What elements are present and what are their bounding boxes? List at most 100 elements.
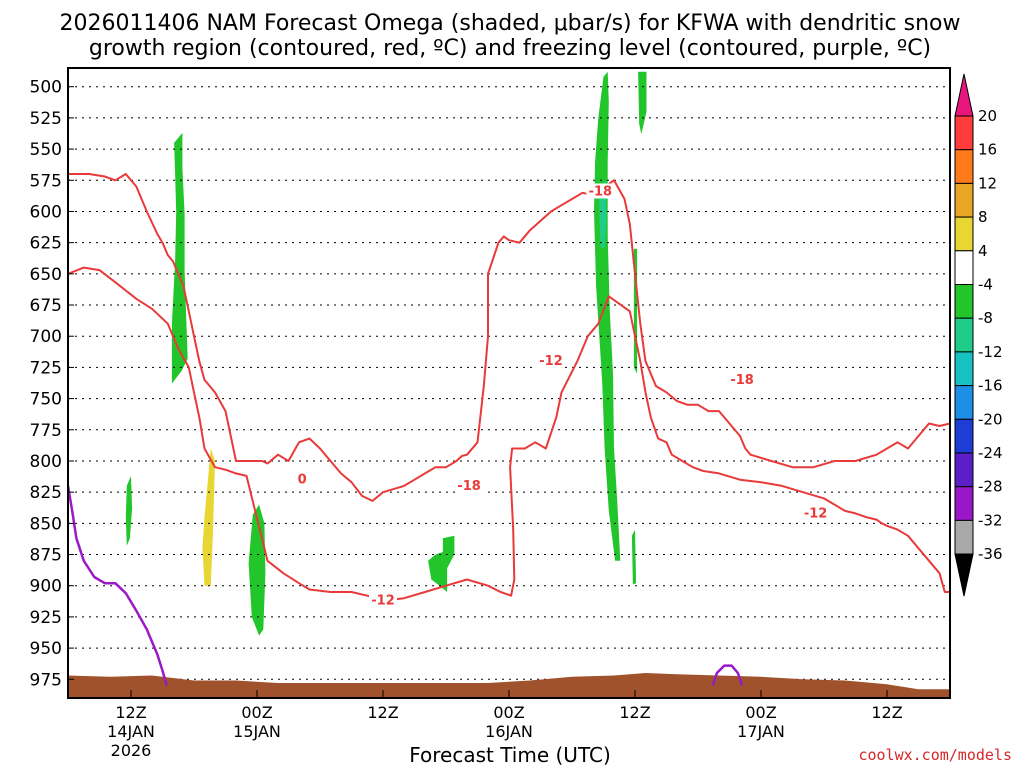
colorbar-swatch-2 (954, 182, 974, 218)
x-tick-label-0: 12Z (115, 703, 146, 722)
omega-region-5 (594, 71, 621, 561)
contour-label-bg-1 (455, 477, 484, 493)
contour-label-6: -12 (804, 506, 828, 521)
y-axis: 500 525 550 575 600 625 650 675 700 725 750 775 800 8… (30, 78, 74, 690)
colorbar-label-12: -32 (978, 511, 1003, 529)
colorbar-legend: 20 16 12 8 4 -4 -8 -12 -16 -20 -24 -28 -32 -36 (954, 73, 1003, 597)
x-tick-label-4: 12Z (619, 703, 650, 722)
colorbar-label-9: -20 (978, 410, 1003, 428)
contour-label-3: -12 (539, 354, 563, 369)
y-tick-label-875: 875 (30, 546, 62, 566)
colorbar-label-13: -36 (978, 545, 1003, 563)
x-tick-label-1: 00Z (241, 703, 272, 722)
omega-region-3 (248, 504, 266, 636)
colorbar-swatch-1 (954, 149, 974, 184)
omega-region-7 (638, 71, 647, 135)
omega-region-0 (171, 132, 188, 384)
colorbar-swatch-6 (954, 317, 974, 353)
x-tick-label-6: 12Z (871, 703, 902, 722)
terrain-layer (68, 673, 950, 698)
colorbar-swatch-3 (954, 216, 974, 252)
colorbar-label-3: 8 (978, 208, 988, 226)
y-tick-label-900: 900 (30, 577, 62, 597)
y-tick-label-850: 850 (30, 514, 62, 534)
x-axis-title: Forecast Time (UTC) (409, 743, 611, 767)
x-tick-date-1: 15JAN (233, 722, 281, 741)
omega-region-2 (202, 448, 215, 586)
x-tick-date-3: 16JAN (485, 722, 533, 741)
colorbar-swatch-11 (954, 486, 974, 521)
chart-title-line1: 2026011406 NAM Forecast Omega (shaded, μ… (60, 11, 961, 36)
colorbar-swatch-9 (954, 418, 974, 454)
terrain-fill (68, 673, 950, 698)
plot-frame (67, 67, 951, 699)
y-tick-label-825: 825 (30, 483, 62, 503)
colorbar-label-8: -16 (978, 377, 1003, 395)
contour-label-bg-5 (728, 371, 757, 387)
contour-label-0: 0 (298, 473, 307, 488)
colorbar-swatch-8 (954, 385, 974, 420)
colorbar-label-5: -4 (978, 276, 993, 294)
contour-label-5: -18 (730, 373, 754, 388)
y-tick-label-775: 775 (30, 421, 62, 441)
x-tick-label-3: 00Z (493, 703, 524, 722)
colorbar-label-2: 12 (978, 174, 997, 192)
colorbar-label-1: 16 (978, 141, 997, 159)
isotherm-18-line (68, 173, 950, 502)
x-tick-date-5: 17JAN (737, 722, 785, 741)
colorbar-label-4: 4 (978, 242, 988, 260)
colorbar-swatch-0 (954, 115, 974, 151)
omega-region-9 (631, 529, 637, 585)
contour-label-bg-2 (369, 592, 397, 608)
y-tick-label-725: 725 (30, 358, 62, 378)
y-tick-label-700: 700 (30, 327, 62, 347)
y-tick-label-650: 650 (30, 265, 62, 285)
chart-title-line2: growth region (contoured, red, ºC) and f… (89, 36, 931, 61)
y-tick-label-625: 625 (30, 234, 62, 254)
x-tick-year-0: 2026 (111, 741, 152, 760)
contour-label-4: -18 (589, 185, 613, 200)
isotherm-contours (68, 173, 950, 686)
colorbar-label-0: 20 (978, 107, 997, 125)
contour-label-bg-4 (586, 183, 615, 199)
omega-region-1 (125, 475, 133, 546)
y-tick-label-925: 925 (30, 608, 62, 628)
y-tick-label-525: 525 (30, 109, 62, 129)
y-tick-label-800: 800 (30, 452, 62, 472)
y-tick-label-950: 950 (30, 639, 62, 659)
contour-labels: 0 -18 -12 -12 -18 -18 -12 (296, 183, 830, 609)
freezing-level-line-1 (711, 664, 744, 686)
isotherm-12-line (68, 266, 950, 602)
x-tick-label-2: 12Z (367, 703, 398, 722)
colorbar-swatch-7 (954, 351, 974, 387)
y-tick-label-975: 975 (30, 670, 62, 690)
contour-label-bg-0 (296, 471, 309, 487)
colorbar-label-7: -12 (978, 343, 1003, 361)
pressure-gridlines (68, 86, 950, 680)
omega-region-4 (428, 535, 455, 592)
colorbar-swatch-10 (954, 452, 974, 488)
y-tick-label-600: 600 (30, 202, 62, 222)
contour-label-2: -12 (371, 594, 395, 609)
y-tick-label-750: 750 (30, 390, 62, 410)
x-tick-label-5: 00Z (745, 703, 776, 722)
contour-label-bg-6 (801, 505, 830, 521)
colorbar-label-6: -8 (978, 309, 993, 327)
credit-text: coolwx.com/models (858, 746, 1012, 764)
y-tick-label-500: 500 (30, 78, 62, 98)
colorbar-bottom-arrow (954, 553, 974, 597)
colorbar-swatch-4 (954, 250, 974, 286)
colorbar-label-10: -24 (978, 444, 1003, 462)
y-tick-label-575: 575 (30, 171, 62, 191)
omega-shading-layer (125, 71, 647, 636)
x-tick-date-0: 14JAN (107, 722, 155, 741)
colorbar-swatch-12 (954, 519, 974, 555)
colorbar-swatch-5 (954, 284, 974, 319)
colorbar-top-arrow (954, 73, 974, 117)
y-tick-label-550: 550 (30, 140, 62, 160)
freezing-level-line-0 (68, 485, 168, 686)
colorbar-label-11: -28 (978, 478, 1003, 496)
contour-label-1: -18 (457, 479, 481, 494)
